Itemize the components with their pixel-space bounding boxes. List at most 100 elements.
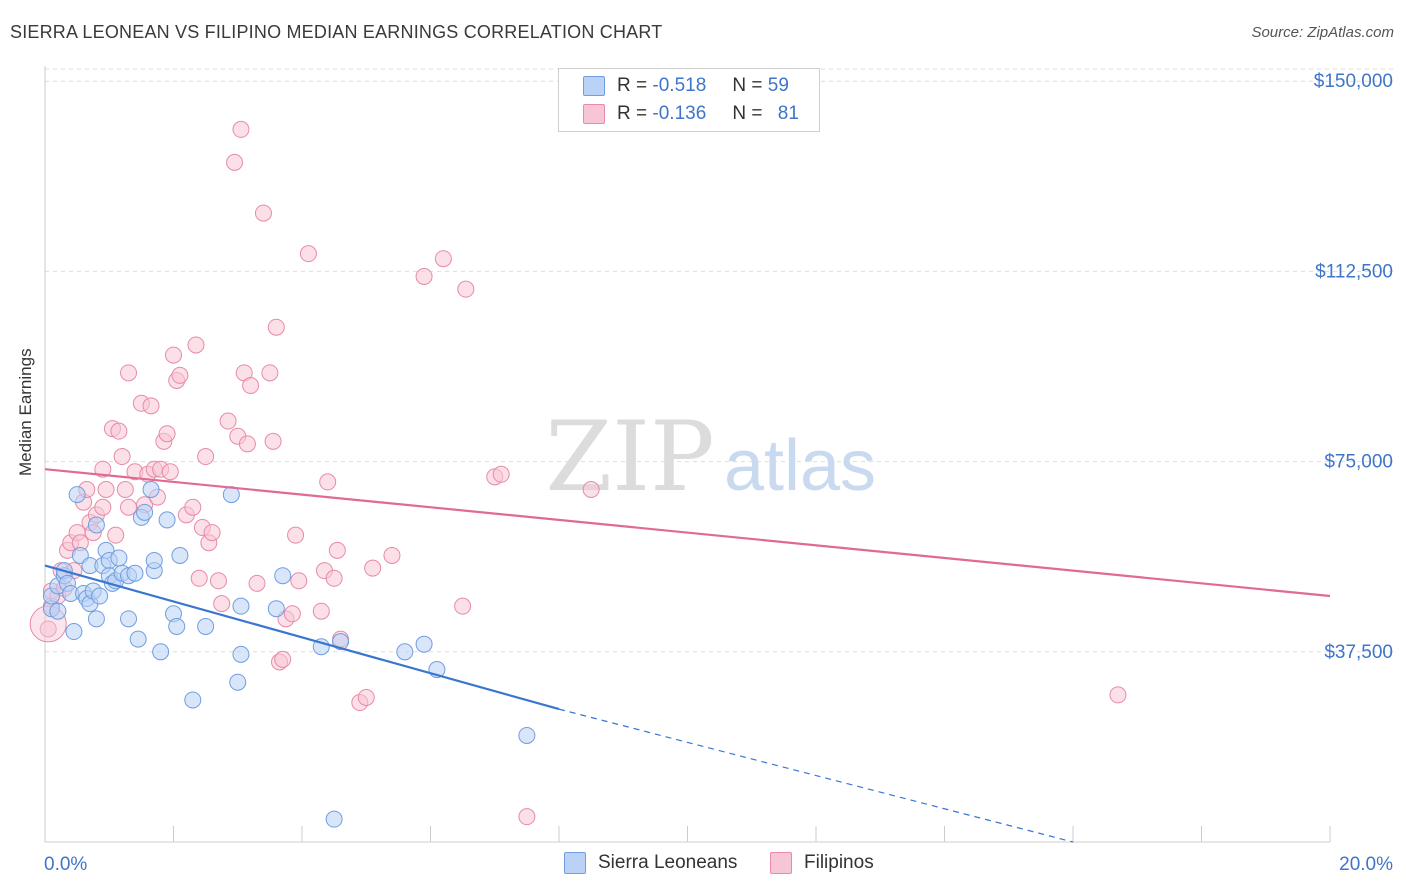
sierra-leoneans-point: [332, 633, 350, 651]
filipinos-point: [232, 120, 250, 138]
filipinos-point: [197, 448, 215, 466]
filipinos-point: [187, 336, 205, 354]
filipinos-point: [226, 153, 244, 171]
watermark-zip: ZIP: [545, 401, 714, 513]
filipinos-point: [299, 245, 317, 263]
filipinos-point: [261, 364, 279, 382]
correlation-legend: R = -0.518 N = 59 R = -0.136 N = 81: [558, 68, 820, 132]
filipinos-trend-line: [44, 468, 1331, 598]
bottom-legend-swatch-blue: [564, 852, 586, 874]
bottom-legend-label: Sierra Leoneans: [598, 852, 738, 873]
gridlines: [45, 68, 1395, 653]
filipinos-point: [357, 688, 375, 706]
legend-n-value: 81: [777, 103, 799, 124]
filipinos-points: [29, 120, 1127, 826]
filipinos-point: [274, 650, 292, 668]
filipinos-point: [120, 364, 138, 382]
filipinos-point: [582, 481, 600, 499]
bottom-legend-sierra-leoneans: Sierra Leoneans: [564, 852, 737, 874]
legend-n-value: 59: [767, 75, 789, 96]
axes: [44, 66, 1331, 843]
legend-swatch-blue: [583, 76, 605, 96]
x-tick-labels: 0.0% 20.0%: [44, 854, 1393, 875]
filipinos-point: [184, 498, 202, 516]
legend-row-sierra-leoneans: R = -0.518 N = 59: [583, 73, 789, 99]
filipinos-point: [116, 481, 134, 499]
bottom-legend-label: Filipinos: [804, 852, 874, 873]
filipinos-point: [319, 473, 337, 491]
x-tick-label: 20.0%: [1339, 854, 1393, 875]
sierra-leoneans-trend-line: [44, 564, 560, 711]
sierra-leoneans-point: [129, 630, 147, 648]
sierra-leoneans-point: [158, 511, 176, 529]
watermark: ZIP atlas: [545, 401, 876, 513]
filipinos-point: [113, 448, 131, 466]
filipinos-point: [328, 541, 346, 559]
sierra-leoneans-point: [325, 810, 343, 828]
sierra-leoneans-point: [91, 587, 109, 605]
sierra-leoneans-point: [229, 673, 247, 691]
trend-lines: [44, 468, 1331, 843]
filipinos-point: [142, 397, 160, 415]
bottom-legend-filipinos: Filipinos: [770, 852, 874, 874]
sierra-leoneans-point: [232, 597, 250, 615]
filipinos-point: [120, 498, 138, 516]
sierra-leoneans-point: [267, 600, 285, 618]
filipinos-point: [248, 574, 266, 592]
filipinos-point: [264, 432, 282, 450]
sierra-leoneans-point: [184, 691, 202, 709]
filipinos-point: [209, 572, 227, 590]
sierra-leoneans-point: [110, 549, 128, 567]
filipinos-point: [158, 425, 176, 443]
filipinos-point: [110, 422, 128, 440]
sierra-leoneans-point: [197, 617, 215, 635]
filipinos-point: [97, 481, 115, 499]
filipinos-point: [94, 498, 112, 516]
filipinos-point: [383, 546, 401, 564]
filipinos-point: [492, 465, 510, 483]
filipinos-point: [190, 569, 208, 587]
filipinos-point: [1109, 686, 1127, 704]
sierra-leoneans-point: [415, 635, 433, 653]
filipinos-point: [203, 524, 221, 542]
legend-swatch-pink: [583, 104, 605, 124]
filipinos-point: [213, 595, 231, 613]
sierra-leoneans-point: [68, 486, 86, 504]
y-tick-label: $150,000: [1314, 71, 1393, 92]
filipinos-point: [312, 602, 330, 620]
sierra-leoneans-point: [87, 516, 105, 534]
y-tick-label: $112,500: [1315, 261, 1393, 282]
legend-r-label: R =: [617, 103, 648, 124]
chart-title: SIERRA LEONEAN VS FILIPINO MEDIAN EARNIN…: [10, 22, 663, 42]
filipinos-point: [238, 435, 256, 453]
filipinos-point: [267, 318, 285, 336]
filipinos-point: [107, 526, 125, 544]
sierra-leoneans-point: [126, 564, 144, 582]
filipinos-point: [457, 280, 475, 298]
sierra-leoneans-point: [518, 726, 536, 744]
filipinos-point: [39, 620, 57, 638]
x-tick-label: 0.0%: [44, 854, 87, 875]
filipinos-point: [454, 597, 472, 615]
legend-r-label: R =: [617, 75, 648, 96]
filipinos-point: [325, 569, 343, 587]
filipinos-point: [518, 808, 536, 826]
sierra-leoneans-point: [145, 552, 163, 570]
sierra-leoneans-point: [152, 643, 170, 661]
sierra-leoneans-point: [65, 623, 83, 641]
sierra-leoneans-point: [232, 645, 250, 663]
legend-n-label: N =: [732, 103, 763, 124]
filipinos-point: [287, 526, 305, 544]
filipinos-point: [161, 463, 179, 481]
filipinos-point: [242, 377, 260, 395]
legend-row-filipinos: R = -0.136 N = 81: [583, 101, 799, 127]
filipinos-point: [434, 250, 452, 268]
sierra-leoneans-point: [396, 643, 414, 661]
legend-r-value: -0.518: [652, 75, 707, 96]
sierra-leoneans-point: [171, 546, 189, 564]
filipinos-point: [290, 572, 308, 590]
filipinos-point: [364, 559, 382, 577]
sierra-leoneans-point: [87, 610, 105, 628]
filipinos-point: [165, 346, 182, 364]
